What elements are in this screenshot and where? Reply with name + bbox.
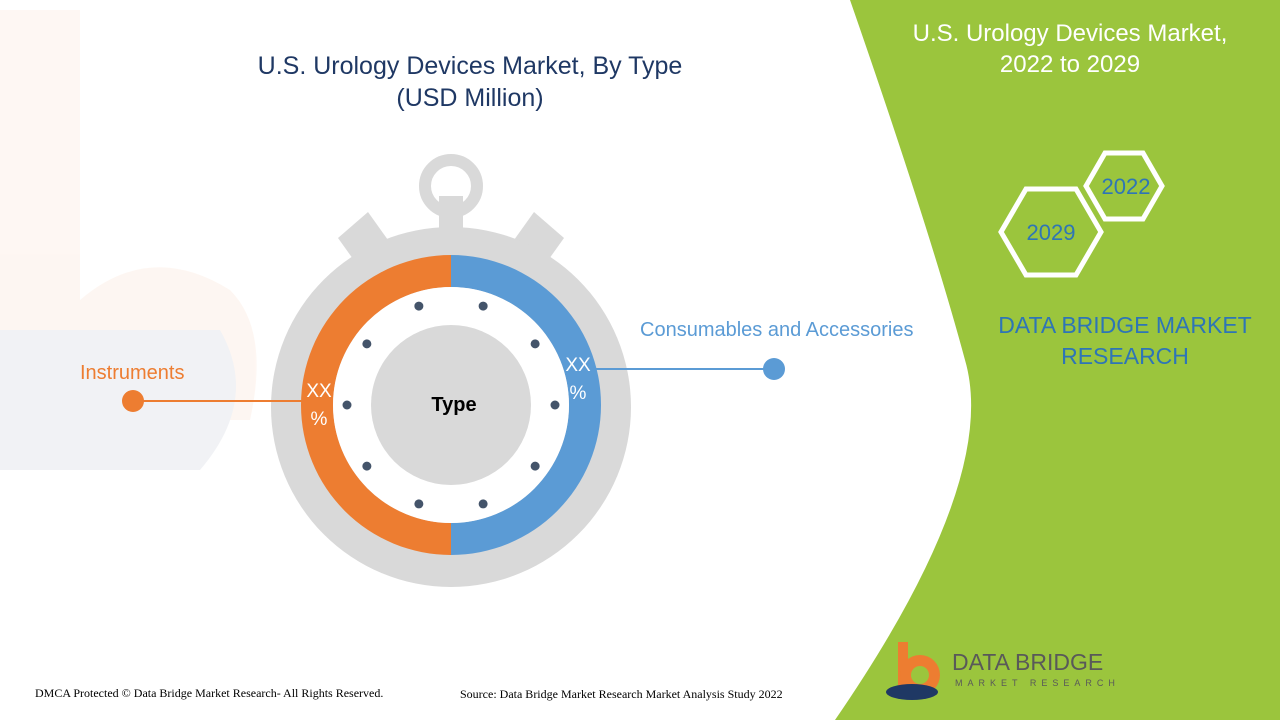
- chart-title-line1: U.S. Urology Devices Market, By Type: [257, 52, 683, 80]
- company-logo: DATA BRIDGE MARKET RESEARCH: [886, 642, 1120, 700]
- logo-name: DATA BRIDGE: [952, 649, 1103, 675]
- donut-chart: [301, 255, 601, 555]
- stopwatch-left-button: [338, 212, 388, 266]
- hex-year-2029: 2029: [1027, 220, 1076, 245]
- logo-mark-hole: [911, 666, 929, 684]
- brand-name: DATA BRIDGE MARKET RESEARCH: [960, 310, 1280, 372]
- dial-dot: [530, 339, 540, 349]
- dial-dot: [550, 400, 560, 410]
- donut-center-disc: [371, 325, 531, 485]
- dial-dot: [414, 499, 424, 509]
- brand-name-line1: DATA BRIDGE MARKET: [998, 312, 1252, 338]
- side-panel-title: U.S. Urology Devices Market, 2022 to 202…: [880, 18, 1260, 80]
- side-panel-title-line2: 2022 to 2029: [999, 51, 1141, 78]
- legend-label-instruments: Instruments: [80, 362, 184, 384]
- legend-label-consumables: Consumables and Accessories: [640, 319, 913, 341]
- watermark-logo-shape: [0, 10, 257, 420]
- dial-dot: [342, 400, 352, 410]
- side-panel-background: [835, 0, 1280, 720]
- chart-title-line2: (USD Million): [396, 84, 544, 112]
- dial-dot: [362, 461, 372, 471]
- stopwatch-right-button: [514, 212, 564, 266]
- donut-slice-instruments: [301, 255, 451, 555]
- dial-dot: [530, 461, 540, 471]
- dial-dot: [362, 339, 372, 349]
- footer-source: Source: Data Bridge Market Research Mark…: [460, 687, 783, 701]
- watermark-logo-shape-dark: [0, 330, 236, 470]
- donut-slice-consumables-and-accessories: [451, 255, 601, 555]
- chart-title: U.S. Urology Devices Market, By Type (US…: [220, 50, 720, 114]
- logo-mark-swoosh: [886, 684, 938, 700]
- dial-dot: [478, 499, 488, 509]
- slice-label-instruments-unit: %: [311, 409, 328, 430]
- brand-name-line2: RESEARCH: [1061, 343, 1189, 369]
- dial-dot: [478, 301, 488, 311]
- background-watermark: [0, 10, 257, 470]
- slice-label-consumables-unit: %: [570, 383, 587, 404]
- hex-year-2022: 2022: [1102, 174, 1151, 199]
- logo-mark-stem: [898, 642, 908, 686]
- side-panel-title-line1: U.S. Urology Devices Market,: [912, 20, 1228, 47]
- logo-tagline: MARKET RESEARCH: [955, 678, 1120, 688]
- slice-label-consumables-value: XX: [565, 355, 591, 376]
- leader-dot-consumables: [763, 358, 785, 380]
- center-label: Type: [431, 394, 476, 416]
- footer-copyright: DMCA Protected © Data Bridge Market Rese…: [35, 686, 383, 700]
- hexagon-2022-icon: [1083, 150, 1165, 222]
- dial-dot: [414, 301, 424, 311]
- leader-dot-instruments: [122, 390, 144, 412]
- dial-dots: [342, 301, 560, 509]
- slice-label-instruments-value: XX: [306, 381, 332, 402]
- hexagon-2029-icon: [998, 186, 1104, 278]
